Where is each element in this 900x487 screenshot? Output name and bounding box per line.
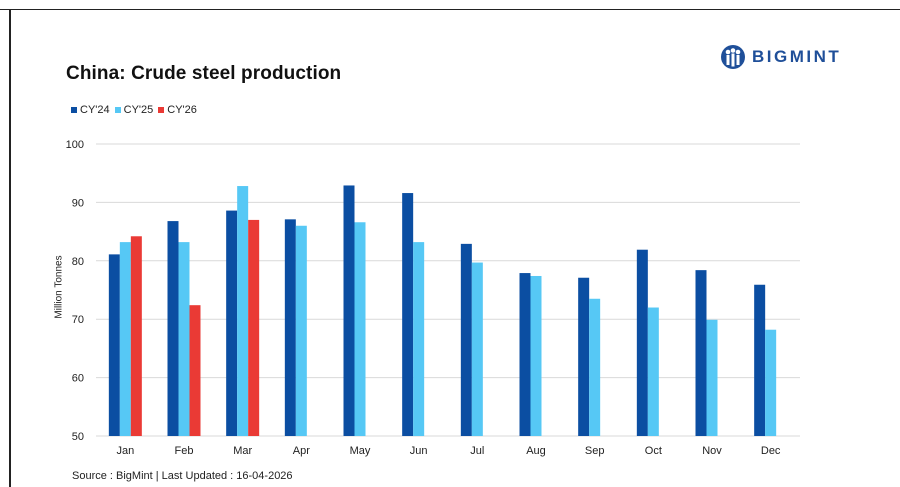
- bar-cy25-nov: [706, 319, 718, 436]
- source-note: Source : BigMint | Last Updated : 16-04-…: [72, 470, 293, 482]
- x-tick-label: May: [350, 445, 371, 457]
- bar-cy25-jun: [413, 242, 425, 436]
- chart-title: China: Crude steel production: [66, 63, 342, 84]
- bar-cy24-oct: [636, 249, 648, 436]
- legend-label-cy26: CY'26: [167, 104, 197, 116]
- legend-label-cy25: CY'25: [123, 104, 154, 116]
- bar-cy24-jul: [460, 243, 472, 436]
- bar-cy25-may: [354, 222, 366, 436]
- x-tick-label: Nov: [702, 445, 722, 457]
- x-tick-label: Feb: [175, 445, 194, 457]
- bar-cy24-dec: [754, 284, 766, 436]
- legend-label-cy24: CY'24: [80, 104, 110, 116]
- bigmint-logo-icon: [721, 45, 745, 69]
- bar-cy25-oct: [647, 307, 659, 436]
- legend-item-cy26: CY'26: [158, 104, 197, 116]
- bar-cy24-may: [343, 185, 355, 436]
- bar-cy25-dec: [765, 329, 777, 436]
- bar-cy26-jan: [130, 236, 142, 436]
- bar-cy24-sep: [578, 277, 590, 436]
- logo-text: BIGMINT: [752, 47, 842, 66]
- bar-cy26-mar: [248, 219, 260, 436]
- frame-top-border: [0, 9, 900, 10]
- brand-logo: BIGMINT: [720, 44, 841, 70]
- x-tick-label: Dec: [761, 445, 781, 457]
- bar-cy25-apr: [295, 225, 307, 436]
- bar-cy25-aug: [530, 275, 542, 436]
- bar-cy24-feb: [167, 221, 179, 436]
- y-tick-label: 60: [72, 373, 84, 385]
- y-tick-label: 80: [72, 256, 84, 268]
- legend-item-cy24: CY'24: [71, 104, 110, 116]
- bar-cy24-aug: [519, 273, 531, 436]
- bar-cy24-jan: [108, 254, 120, 436]
- y-tick-label: 50: [72, 431, 84, 443]
- x-tick-label: Jul: [470, 445, 484, 457]
- x-tick-label: Apr: [293, 445, 310, 457]
- y-tick-label: 90: [72, 197, 84, 209]
- bar-cy25-feb: [178, 242, 190, 436]
- x-tick-label: Jan: [116, 445, 134, 457]
- bar-cy24-nov: [695, 270, 707, 436]
- y-tick-label: 70: [72, 314, 84, 326]
- legend-item-cy25: CY'25: [114, 104, 154, 116]
- x-tick-label: Sep: [585, 445, 605, 457]
- frame-left-border: [9, 9, 11, 487]
- bar-cy24-apr: [284, 219, 296, 436]
- bar-cy26-feb: [189, 305, 201, 436]
- bar-cy24-mar: [226, 210, 238, 436]
- chart-legend: CY'24 CY'25 CY'26: [71, 104, 202, 116]
- legend-swatch-cy26: [158, 107, 165, 113]
- bar-cy25-sep: [589, 298, 601, 436]
- x-tick-label: Jun: [410, 445, 428, 457]
- y-tick-label: 100: [66, 139, 84, 151]
- x-tick-label: Mar: [233, 445, 252, 457]
- legend-swatch-cy25: [114, 107, 121, 113]
- bar-cy25-jul: [471, 262, 483, 436]
- x-tick-label: Aug: [526, 445, 546, 457]
- x-tick-label: Oct: [645, 445, 662, 457]
- bar-cy25-mar: [237, 186, 249, 436]
- bar-cy24-jun: [402, 193, 414, 436]
- bar-cy25-jan: [119, 242, 131, 436]
- legend-swatch-cy24: [71, 107, 77, 113]
